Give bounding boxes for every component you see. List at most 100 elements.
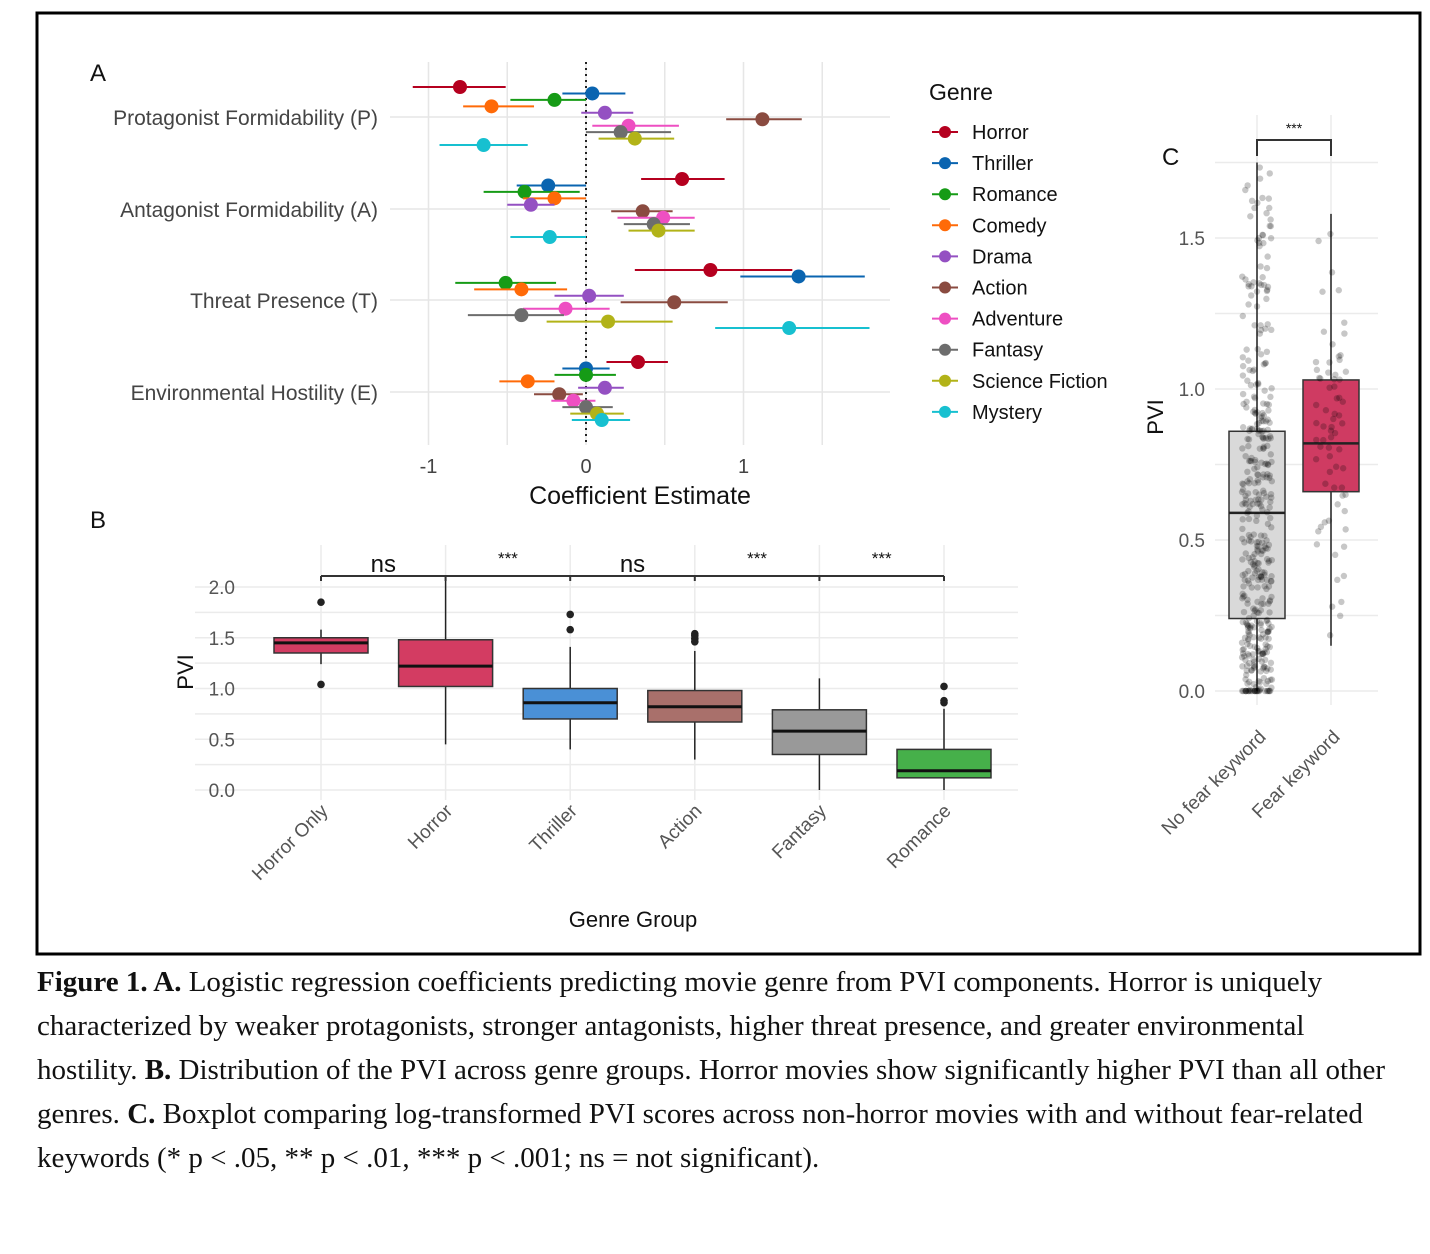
jitter-point [1251,322,1258,329]
jitter-point [1260,471,1267,478]
jitter-point [1266,433,1274,440]
jitter-point [1248,283,1255,290]
jitter-point [1266,687,1273,695]
jitter-point [1264,643,1271,650]
jitter-point [1245,515,1253,523]
jitter-point [1259,631,1267,638]
estimate-point-fantasy [514,308,529,323]
jitter-point [1258,459,1265,466]
jitter-point [1268,385,1275,392]
jitter-point [1251,550,1258,558]
jitter-point [1264,509,1271,516]
jitter-point [1260,412,1267,419]
jitter-point [1255,234,1263,242]
jitter-point [1261,387,1268,394]
jitter-point [1325,369,1332,376]
jitter-point [1254,598,1261,606]
jitter-point [1263,400,1271,408]
jitter-point [1265,557,1273,565]
estimate-point-fantasy [613,125,628,140]
jitter-point [1340,543,1348,550]
jitter-point [1332,463,1340,470]
jitter-point [1264,545,1271,552]
significance-label: ns [371,551,396,578]
jitter-point [1254,543,1262,550]
jitter-point [1342,368,1350,375]
jitter-point [1252,683,1260,691]
outlier-point [691,629,699,638]
jitter-point [1245,687,1252,695]
x-tick-label: 0 [580,456,591,478]
jitter-point [1256,330,1264,337]
jitter-point [1253,381,1260,388]
jitter-point [1326,453,1334,460]
jitter-point [1257,572,1265,580]
jitter-point [1262,641,1269,648]
jitter-point [1342,526,1349,533]
x-axis-title: Coefficient Estimate [529,482,751,510]
y-tick-label: Environmental Hostility (E) [131,382,378,405]
jitter-point [1267,498,1274,506]
jitter-point [1268,623,1275,631]
jitter-point [1241,652,1248,660]
jitter-point [1245,687,1252,695]
jitter-point [1251,687,1258,695]
jitter-point [1256,678,1264,686]
jitter-point [1259,274,1266,281]
jitter-point [1326,468,1334,476]
jitter-point [1258,281,1265,289]
jitter-point [1320,436,1327,444]
y-axis-title: PVI [173,654,198,689]
jitter-point [1253,512,1261,519]
jitter-point [1265,541,1273,549]
jitter-point [1322,480,1329,487]
jitter-point [1252,496,1259,503]
jitter-point [1255,419,1262,427]
estimate-point-comedy [514,282,529,297]
jitter-point [1261,569,1268,576]
estimate-point-horror [630,355,645,369]
jitter-point [1245,280,1252,288]
jitter-point [1331,383,1338,390]
jitter-point [1263,537,1270,544]
jitter-point [1262,325,1269,332]
jitter-point [1328,269,1336,276]
jitter-point [1255,381,1262,388]
jitter-point [1250,531,1257,538]
jitter-point [1246,366,1253,374]
jitter-point [1336,356,1343,364]
jitter-point [1244,680,1251,687]
panel-label-b: B [90,507,106,534]
jitter-point [1254,584,1261,591]
outlier-point [566,610,574,619]
estimate-point-mystery [542,230,557,245]
box-no-fear-keyword [1228,430,1286,620]
jitter-point [1251,687,1259,695]
outlier-point [940,682,948,691]
figure-caption: Figure 1. A. Logistic regression coeffic… [37,960,1397,1180]
estimate-point-adventure [566,393,581,408]
jitter-point [1248,667,1255,674]
jitter-point [1265,635,1272,642]
jitter-point [1254,379,1262,387]
jitter-point [1254,576,1262,584]
legend-dot-icon [939,281,951,294]
jitter-point [1265,620,1272,627]
jitter-point [1254,476,1262,484]
jitter-point [1239,571,1246,579]
jitter-point [1332,371,1339,379]
jitter-point [1256,445,1264,452]
jitter-point [1246,659,1253,667]
jitter-point [1264,677,1272,685]
legend-dot-icon [939,126,951,138]
jitter-point [1252,687,1259,695]
y-tick-label: 1.5 [209,629,235,650]
jitter-point [1336,376,1343,383]
jitter-point [1256,427,1264,434]
y-tick-label: 1.0 [1179,380,1205,401]
jitter-point [1332,551,1339,559]
jitter-point [1250,366,1258,373]
jitter-point [1256,242,1263,250]
box-fear-keyword [1302,379,1360,493]
jitter-point [1246,631,1253,639]
